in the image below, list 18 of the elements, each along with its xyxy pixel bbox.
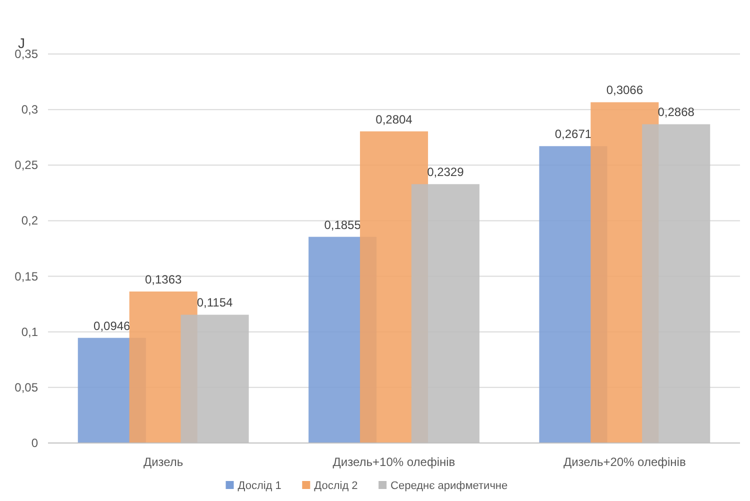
y-tick-label: 0,25 [14,158,38,172]
legend-label: Дослід 1 [238,480,282,492]
y-tick-label: 0,2 [21,214,38,228]
y-tick-label: 0 [31,436,38,450]
y-tick-label: 0,3 [21,102,38,117]
data-label: 0,3066 [606,83,644,98]
data-label: 0,1154 [196,296,234,310]
legend-label: Середнє арифметичне [390,480,508,492]
x-tick-label: Дизель+10% олефінів [332,455,456,469]
legend-label: Дослід 2 [314,480,358,492]
x-tick-label: Дизель+20% олефінів [563,455,686,469]
data-label: 0,2804 [376,112,413,126]
data-label: 0,2671 [554,127,592,142]
data-label: 0,1363 [144,272,182,287]
y-tick-label: 0,05 [14,380,38,394]
y-tick-label: 0,1 [21,324,38,339]
x-tick-label: Дизель [143,455,184,469]
y-tick-label: 0,15 [14,269,38,284]
